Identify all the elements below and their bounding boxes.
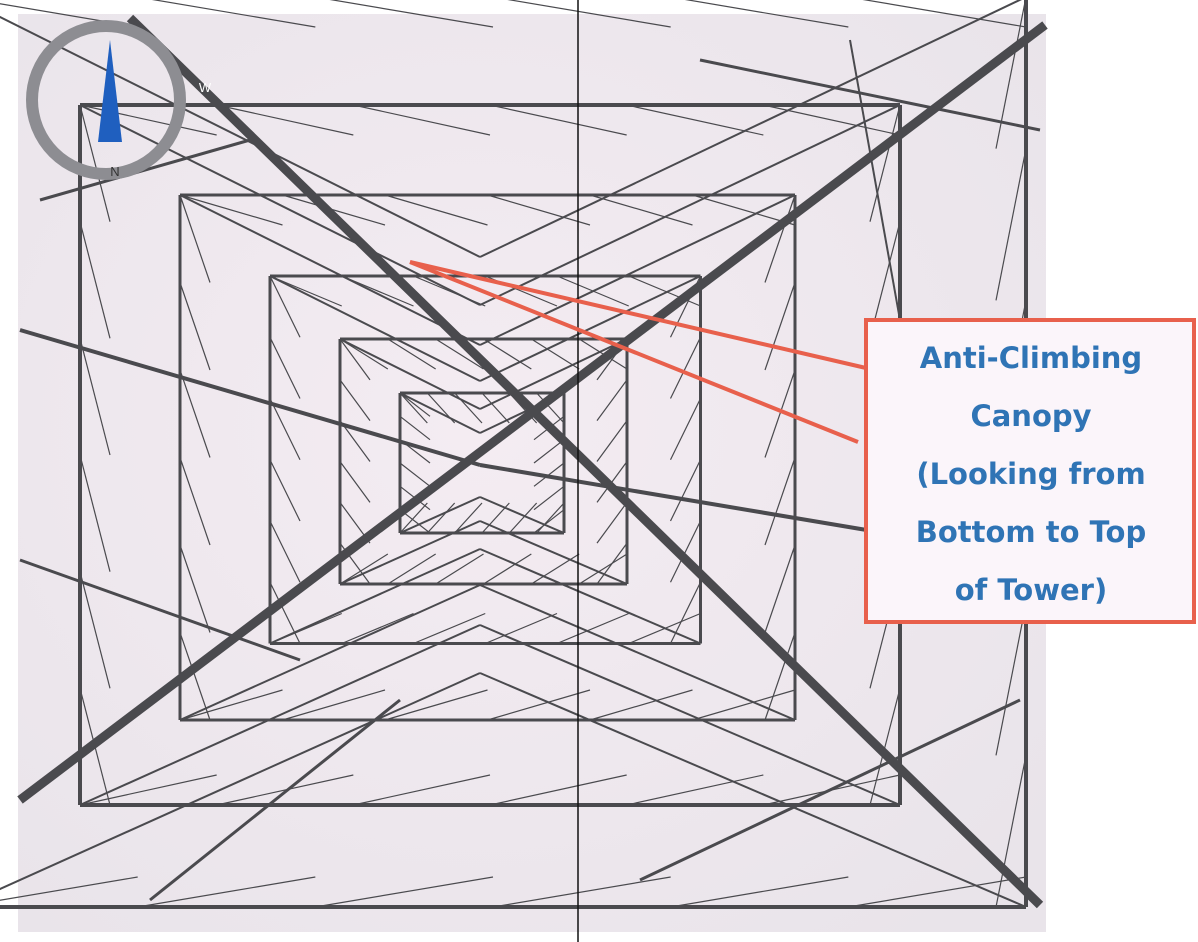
compass-west: W [199,80,212,95]
annotation-line: Bottom to Top [916,515,1147,549]
annotation-line: (Looking from [916,457,1145,491]
annotation-line: of Tower) [955,573,1108,607]
annotation-line: Anti-Climbing [920,341,1142,375]
compass-north: N [110,164,119,179]
photo-scene: N W Anti-Climbing Canopy (Looking from Bott… [0,0,1198,942]
annotation-line: Canopy [970,399,1091,433]
page: N W Anti-Climbing Canopy (Looking from Bott… [0,0,1198,942]
